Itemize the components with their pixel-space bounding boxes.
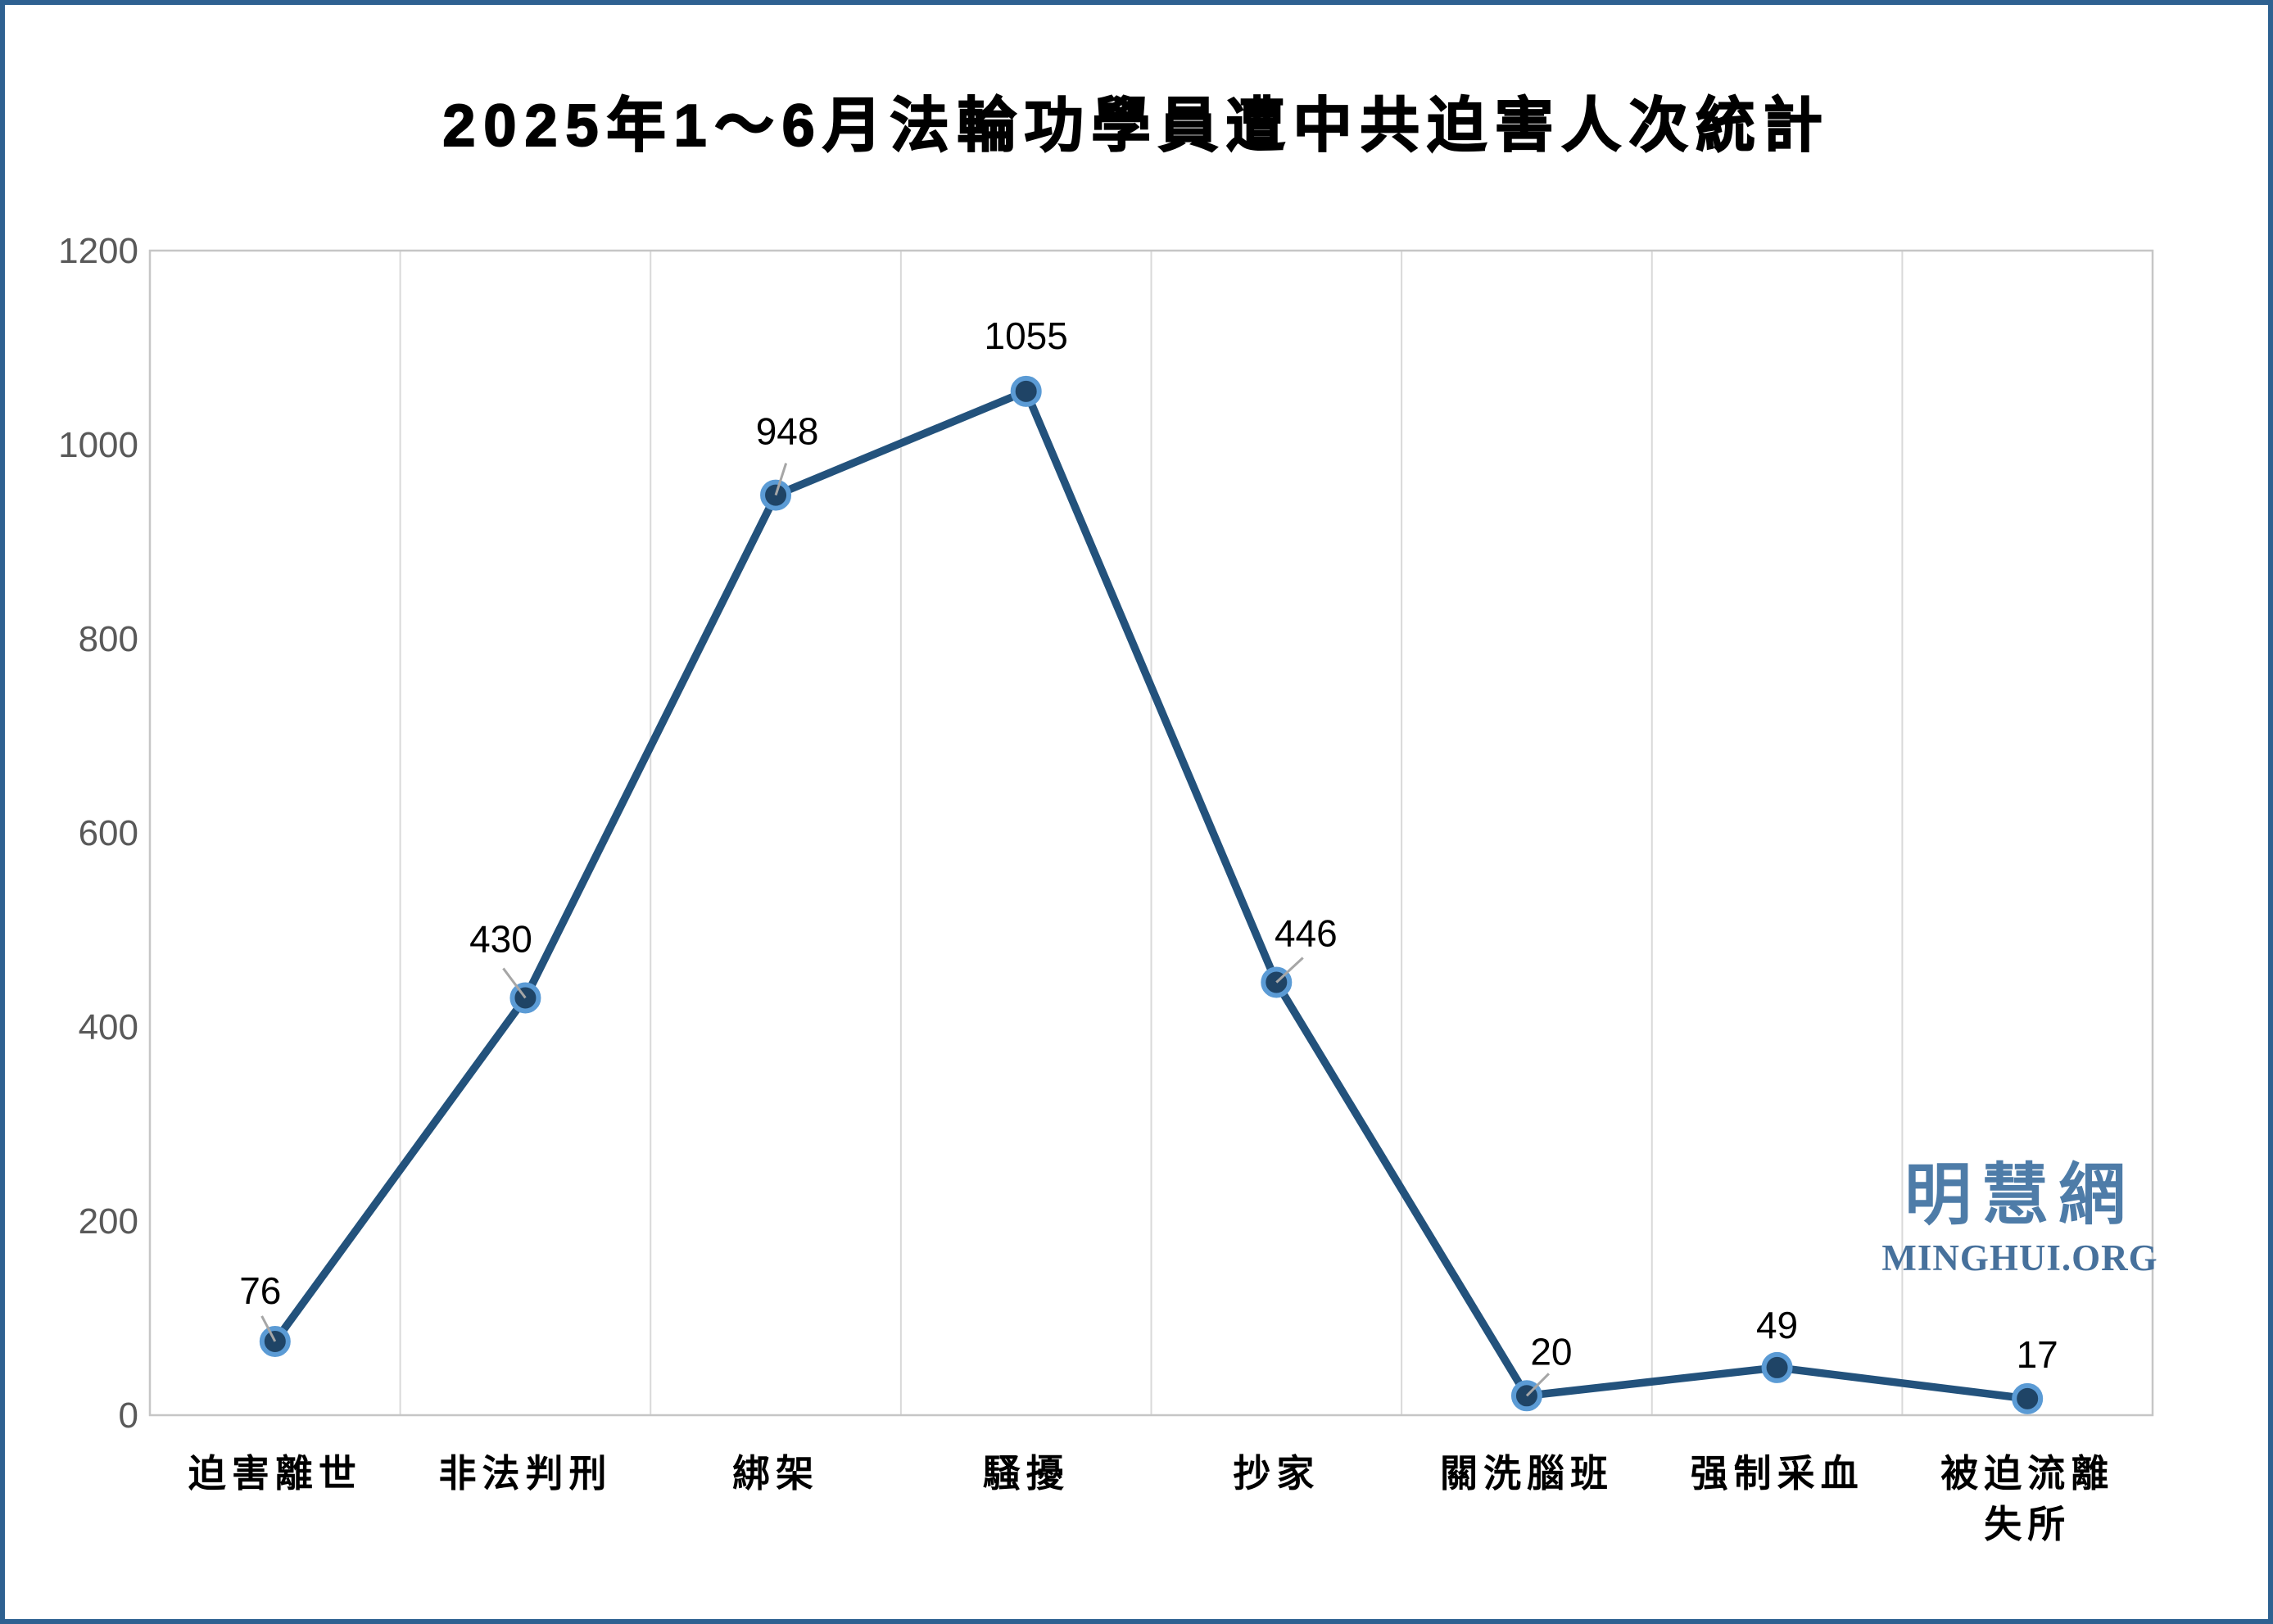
data-point-value-label: 20 (1530, 1330, 1572, 1373)
data-label-leader-line (1525, 1373, 1550, 1397)
line-chart-canvas: 0 200 400 600 800 1000 1200 76 430 948 1055 446 20 49… (58, 231, 2154, 1436)
data-label-leader-line (260, 1315, 277, 1342)
plot-area-border (148, 249, 2154, 1417)
y-axis-tick-label: 1000 (58, 425, 138, 465)
x-axis-category-label: 抄家 (1233, 1452, 1320, 1495)
data-point-value-label: 49 (1756, 1304, 1798, 1346)
x-axis-category-label: 迫害離世 (188, 1452, 362, 1495)
data-point-marker (1010, 375, 1042, 407)
data-point-value-label: 430 (469, 917, 532, 960)
y-axis-tick-label: 400 (79, 1007, 138, 1047)
data-point-marker (2012, 1382, 2044, 1414)
x-axis-category-label: 被迫流離失所 (1940, 1452, 2115, 1545)
minghui-logo-cjk: 明慧網 (1904, 1158, 2135, 1233)
x-axis-category-label: 關洗腦班 (1439, 1452, 1614, 1495)
data-point-value-label: 17 (2017, 1333, 2058, 1376)
x-axis-category-label: 非法判刑 (438, 1452, 613, 1495)
minghui-logo-url: MINGHUI.ORG (1881, 1237, 2158, 1278)
data-label-leader-line (502, 967, 527, 999)
data-point-value-label: 446 (1275, 912, 1338, 954)
chart-title: 2025年1～6月法輪功學員遭中共迫害人次統計 (441, 93, 1831, 160)
data-label-leader-line (774, 463, 788, 496)
data-point-value-label: 1055 (985, 314, 1068, 357)
y-axis-tick-label: 800 (79, 619, 138, 659)
data-point-marker (1761, 1351, 1793, 1383)
x-axis-category-label: 强制采血 (1690, 1452, 1864, 1495)
minghui-watermark: 明慧網 MINGHUI.ORG (1881, 1158, 2159, 1279)
data-point-value-label: 948 (756, 410, 819, 453)
y-axis-tick-label: 600 (79, 813, 138, 853)
data-label-leader-line (1275, 957, 1304, 984)
x-axis-category-label: 綁架 (732, 1452, 820, 1495)
y-axis-tick-label: 200 (79, 1201, 138, 1242)
x-axis-category-label: 騷擾 (982, 1452, 1070, 1495)
y-axis-tick-label: 0 (119, 1396, 138, 1436)
series-line (271, 387, 2031, 1403)
data-point-value-label: 76 (239, 1269, 281, 1312)
y-axis-tick-label: 1200 (58, 231, 138, 271)
